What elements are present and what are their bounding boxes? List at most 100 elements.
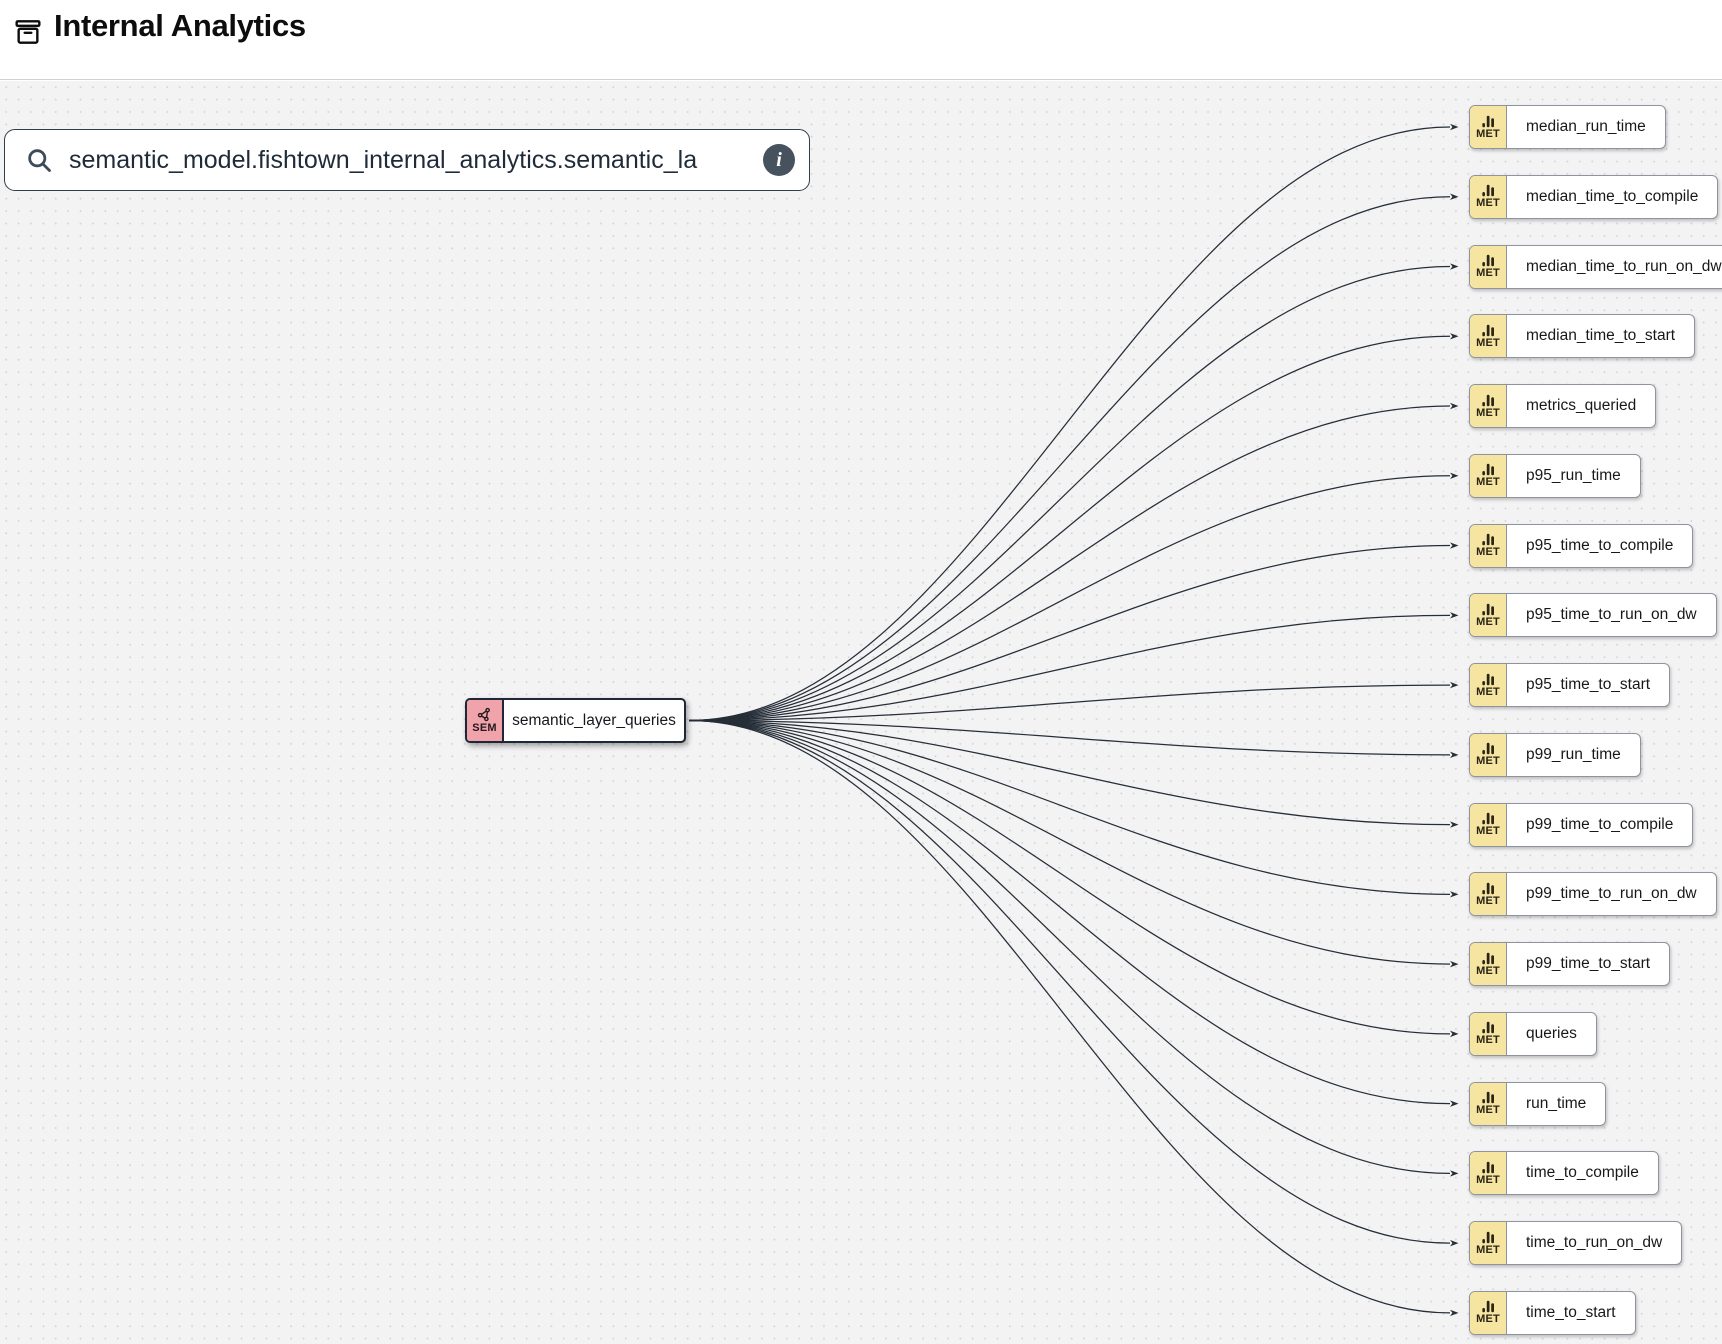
search-input[interactable]: semantic_model.fishtown_internal_analyti…: [4, 129, 810, 191]
metric-node-p95_time_to_start[interactable]: MET p95_time_to_start: [1469, 663, 1671, 708]
metric-badge: MET: [1470, 106, 1507, 148]
share-network-icon: [477, 707, 490, 722]
metric-badge: MET: [1470, 803, 1507, 846]
node-type-label: MET: [1476, 825, 1500, 838]
node-type-label: MET: [1476, 1313, 1500, 1326]
node-type-label: MET: [1476, 894, 1500, 907]
lineage-edge: [688, 402, 1459, 722]
bar-chart-icon: [1481, 254, 1494, 267]
node-label: p99_time_to_compile: [1526, 815, 1674, 833]
metric-badge: MET: [1470, 1082, 1507, 1125]
node-label: p99_time_to_start: [1526, 955, 1651, 973]
metric-node-p99_time_to_compile[interactable]: MET p99_time_to_compile: [1469, 802, 1694, 847]
node-type-label: SEM: [472, 722, 497, 734]
bar-chart-icon: [1481, 115, 1494, 127]
lineage-edge: [688, 193, 1459, 722]
bar-chart-icon: [1481, 1091, 1494, 1104]
metric-node-p95_time_to_compile[interactable]: MET p95_time_to_compile: [1469, 523, 1694, 568]
search-value[interactable]: semantic_model.fishtown_internal_analyti…: [69, 145, 698, 174]
archive-icon: [15, 20, 41, 44]
lineage-edges: [688, 123, 1459, 1317]
metric-node-time_to_run_on_dw[interactable]: MET time_to_run_on_dw: [1469, 1221, 1683, 1266]
node-label: time_to_run_on_dw: [1526, 1234, 1663, 1252]
node-label: median_run_time: [1526, 118, 1646, 135]
node-label: p95_time_to_compile: [1526, 536, 1674, 554]
semantic-model-badge: SEM: [467, 700, 504, 741]
node-type-label: MET: [1476, 336, 1500, 349]
page-title: Internal Analytics: [54, 8, 306, 43]
metric-node-queries[interactable]: MET queries: [1469, 1011, 1597, 1056]
lineage-edge: [688, 719, 1459, 1317]
metric-node-metrics_queried[interactable]: MET metrics_queried: [1469, 384, 1657, 429]
lineage-edge: [688, 719, 1459, 1247]
bar-chart-icon: [1481, 812, 1494, 825]
page-header: Internal Analytics: [0, 0, 1722, 80]
metric-badge: MET: [1470, 943, 1507, 986]
metric-badge: MET: [1470, 1222, 1507, 1265]
node-type-label: MET: [1476, 1104, 1500, 1117]
metric-node-median_time_to_run_on_dw[interactable]: MET median_time_to_run_on_dw: [1469, 244, 1722, 289]
metric-node-p95_run_time[interactable]: MET p95_run_time: [1469, 453, 1641, 498]
metric-badge: MET: [1470, 594, 1507, 637]
node-type-label: MET: [1476, 127, 1500, 140]
bar-chart-icon: [1481, 1022, 1494, 1034]
node-type-label: MET: [1476, 476, 1500, 489]
node-label: queries: [1526, 1024, 1577, 1042]
node-type-label: MET: [1476, 1243, 1500, 1256]
lineage-edge: [688, 719, 1459, 968]
bar-chart-icon: [1481, 952, 1494, 964]
node-label: median_time_to_run_on_dw: [1526, 257, 1722, 275]
lineage-edge: [688, 719, 1459, 1177]
metric-node-p99_time_to_run_on_dw[interactable]: MET p99_time_to_run_on_dw: [1469, 872, 1717, 917]
bar-chart-icon: [1481, 882, 1494, 895]
node-label: time_to_compile: [1526, 1164, 1639, 1182]
node-type-label: MET: [1476, 1173, 1500, 1186]
node-type-label: MET: [1476, 1034, 1500, 1047]
node-label: p95_time_to_run_on_dw: [1526, 606, 1697, 624]
metric-badge: MET: [1470, 1012, 1507, 1055]
lineage-canvas[interactable]: semantic_model.fishtown_internal_analyti…: [0, 81, 1722, 1344]
node-type-label: MET: [1476, 197, 1500, 210]
metric-badge: MET: [1470, 175, 1507, 218]
lineage-edge: [688, 333, 1459, 722]
node-label: p95_run_time: [1526, 466, 1621, 484]
node-label: semantic_layer_queries: [512, 711, 676, 729]
lineage-edge: [688, 719, 1459, 828]
search-icon: [28, 149, 51, 172]
lineage-edge: [688, 719, 1459, 1107]
node-type-label: MET: [1476, 964, 1500, 977]
metric-badge: MET: [1470, 385, 1507, 428]
metric-node-time_to_compile[interactable]: MET time_to_compile: [1469, 1151, 1659, 1196]
lineage-edge: [688, 719, 1459, 759]
node-type-label: MET: [1476, 406, 1500, 419]
metric-node-p99_run_time[interactable]: MET p99_run_time: [1469, 732, 1641, 777]
metric-badge: MET: [1470, 873, 1507, 916]
node-type-label: MET: [1476, 546, 1500, 559]
metric-badge: MET: [1470, 1291, 1507, 1334]
node-label: p95_time_to_start: [1526, 676, 1651, 694]
node-type-label: MET: [1476, 615, 1500, 628]
metric-node-median_run_time[interactable]: MET median_run_time: [1469, 105, 1666, 149]
info-icon[interactable]: i: [763, 144, 795, 176]
bar-chart-icon: [1481, 1231, 1494, 1243]
lineage-edge: [688, 681, 1459, 722]
semantic-model-node[interactable]: SEM semantic_layer_queries: [465, 698, 686, 743]
node-label: p99_run_time: [1526, 745, 1621, 763]
metric-node-median_time_to_compile[interactable]: MET median_time_to_compile: [1469, 174, 1719, 219]
metric-node-run_time[interactable]: MET run_time: [1469, 1081, 1607, 1126]
metric-badge: MET: [1470, 315, 1507, 358]
bar-chart-icon: [1481, 673, 1494, 685]
node-label: time_to_start: [1526, 1303, 1616, 1321]
bar-chart-icon: [1481, 1301, 1494, 1313]
bar-chart-icon: [1481, 394, 1494, 406]
node-label: median_time_to_compile: [1526, 187, 1699, 205]
metric-node-median_time_to_start[interactable]: MET median_time_to_start: [1469, 314, 1696, 359]
metric-node-time_to_start[interactable]: MET time_to_start: [1469, 1290, 1636, 1335]
node-type-label: MET: [1476, 755, 1500, 768]
metric-node-p95_time_to_run_on_dw[interactable]: MET p95_time_to_run_on_dw: [1469, 593, 1717, 638]
metric-node-p99_time_to_start[interactable]: MET p99_time_to_start: [1469, 942, 1671, 987]
node-label: metrics_queried: [1526, 397, 1637, 415]
metric-badge: MET: [1470, 524, 1507, 567]
metric-badge: MET: [1470, 1152, 1507, 1195]
bar-chart-icon: [1481, 464, 1494, 476]
